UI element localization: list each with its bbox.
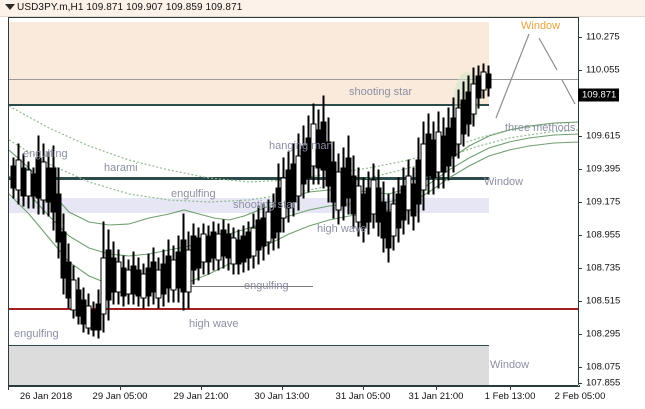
anno-shooting-star-2: shooting star [349, 86, 412, 98]
ytick-label: 108.075 [586, 361, 621, 373]
ytick-label: 108.955 [586, 229, 621, 241]
xtick [120, 385, 121, 390]
ytick [578, 367, 582, 368]
xtick-label: 31 Jan 21:00 [408, 391, 464, 402]
forecast-overlay [495, 33, 576, 119]
xtick [436, 385, 437, 390]
ytick-label: 108.735 [586, 262, 621, 274]
xtick-label: 31 Jan 05:00 [335, 391, 391, 402]
xtick [282, 385, 283, 390]
anno-engulfing-1: engulfing [23, 148, 68, 160]
chart-header-bar[interactable]: USD3PY.m,H1 109.871 109.907 109.859 109.… [0, 0, 645, 17]
ytick-label: 109.615 [586, 130, 621, 142]
anno-window-top: Window [521, 20, 561, 32]
ytick [578, 70, 582, 71]
lower-window-zone [9, 346, 489, 386]
support-level-line [9, 308, 579, 310]
ytick-label: 108.295 [586, 328, 621, 340]
anno-hanging-man: hanging man [269, 140, 333, 152]
forecast-leg-down-2 [561, 79, 576, 105]
engulfing-marker-line [181, 286, 313, 287]
xtick [201, 385, 202, 390]
anno-high-wave-2: high wave [189, 318, 239, 330]
xtick [8, 385, 9, 390]
anno-shooting-star-1: shooting star [233, 199, 296, 211]
symbol-quote-label: USD3PY.m,H1 109.871 109.907 109.859 109.… [17, 2, 243, 13]
anno-window-mid: Window [484, 176, 524, 188]
current-price-label: 109.871 [578, 88, 620, 102]
mid-level-line [9, 177, 489, 180]
ytick [578, 235, 582, 236]
ytick-label: 108.515 [586, 295, 621, 307]
xtick-label: 29 Jan 05:00 [92, 391, 148, 402]
candlestick-series [10, 63, 492, 339]
ytick-label: 109.175 [586, 196, 621, 208]
resistance-level-line [9, 104, 489, 106]
xtick [363, 385, 364, 390]
price-plot-area[interactable]: engulfing harami engulfing shooting star… [8, 17, 580, 387]
price-axis[interactable]: 110.275 110.055 109.871 109.615 109.395 … [578, 17, 645, 389]
xtick-label: 30 Jan 13:00 [254, 391, 310, 402]
anno-three-methods: three methods [505, 122, 576, 134]
anno-engulfing-3: engulfing [244, 280, 289, 292]
triangle-down-icon[interactable] [5, 4, 15, 10]
resistance-window-zone [9, 22, 489, 105]
candle-group-left [10, 135, 112, 339]
ytick [578, 169, 582, 170]
ytick-label: 110.275 [586, 31, 620, 43]
ytick [578, 301, 582, 302]
ytick-label: 110.055 [586, 64, 620, 76]
forecast-leg-up [495, 33, 530, 119]
anno-harami: harami [104, 162, 138, 174]
ytick [578, 268, 582, 269]
xtick-label: 26 Jan 2018 [19, 391, 73, 402]
anno-high-wave-1: high wave [317, 223, 367, 235]
candle-group-middle [110, 193, 277, 311]
anno-engulfing-4: engulfing [14, 328, 59, 340]
forecast-leg-down-1 [538, 37, 558, 71]
anno-engulfing-2: engulfing [171, 188, 216, 200]
xtick [510, 385, 511, 390]
xtick-label: 29 Jan 21:00 [173, 391, 229, 402]
anno-window-bottom: Window [490, 359, 530, 371]
ytick-label: 107.855 [586, 377, 621, 389]
ytick [578, 202, 582, 203]
price-level-line [9, 79, 579, 80]
xtick-label: 1 Feb 13:00 [484, 391, 536, 402]
lower-window-top-line [9, 345, 489, 346]
ytick-label: 109.395 [586, 163, 621, 175]
ytick [578, 334, 582, 335]
candle-group-final [415, 63, 492, 223]
xtick-label: 2 Feb 05:00 [554, 391, 606, 402]
ytick [578, 136, 582, 137]
price-axis-line [578, 17, 579, 385]
candle-group-rally [275, 95, 417, 263]
ytick [578, 383, 582, 384]
time-axis-line [8, 385, 578, 386]
ytick [578, 37, 582, 38]
